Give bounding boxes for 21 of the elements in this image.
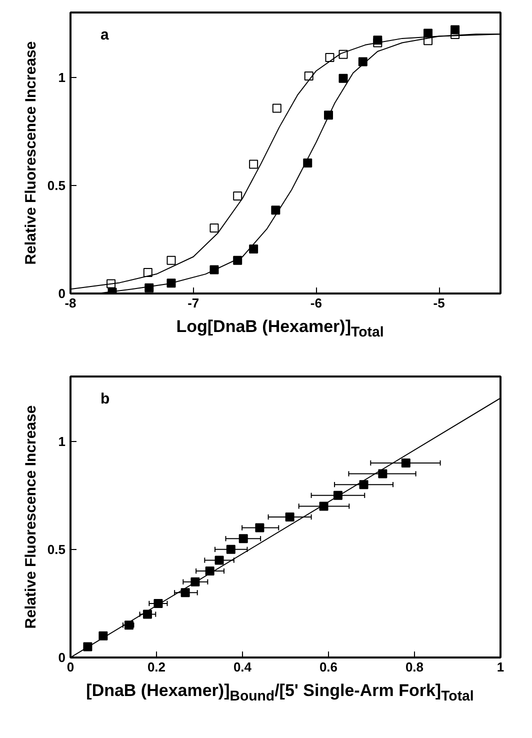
y-tick-label: 1: [58, 70, 66, 85]
annotation: b: [100, 390, 110, 408]
y-axis-title: Relative Fluorescence Increase: [22, 41, 40, 265]
x-tick-label: 0.2: [147, 660, 166, 674]
x-tick-label: 0.6: [319, 660, 338, 674]
x-axis-title: Log[DnaB (Hexamer)]$_{Total}$: [176, 316, 384, 342]
y-tick-label: 1: [58, 434, 66, 449]
y-tick-label: 0: [58, 650, 66, 665]
x-tick-label: -6: [310, 296, 322, 310]
annotation: a: [100, 26, 110, 44]
y-tick-label: 0.5: [47, 542, 66, 557]
x-tick-label: 0.4: [233, 660, 252, 674]
x-tick-label: -7: [188, 296, 200, 310]
x-axis-title: [DnaB (Hexamer)]$_{Bound}$/[5' Single-Arm Fork]$_{Total}$: [86, 680, 474, 706]
x-tick-label: 1: [496, 660, 504, 674]
x-tick-label: -5: [433, 296, 445, 310]
y-tick-label: 0: [58, 286, 66, 301]
x-tick-label: -8: [64, 296, 76, 310]
y-tick-label: 0.5: [47, 178, 66, 193]
x-tick-label: 0.8: [405, 660, 424, 674]
y-axis-title: Relative Fluorescence Increase: [22, 405, 40, 629]
